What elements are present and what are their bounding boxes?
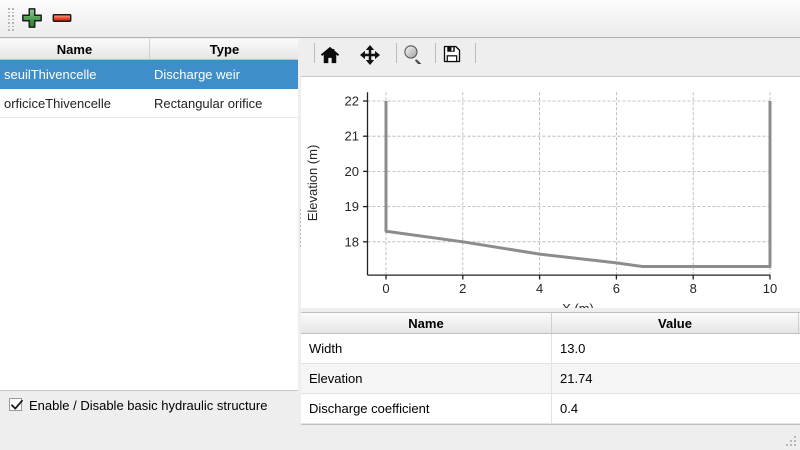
svg-text:Elevation (m): Elevation (m)	[305, 145, 320, 222]
svg-text:22: 22	[345, 94, 359, 109]
svg-text:0: 0	[382, 281, 389, 296]
svg-text:8: 8	[690, 281, 697, 296]
svg-text:21: 21	[345, 129, 359, 144]
svg-text:20: 20	[345, 164, 359, 179]
svg-text:X (m): X (m)	[562, 301, 594, 308]
svg-text:6: 6	[613, 281, 620, 296]
svg-text:19: 19	[345, 199, 359, 214]
svg-text:18: 18	[345, 234, 359, 249]
svg-text:4: 4	[536, 281, 543, 296]
svg-text:10: 10	[763, 281, 777, 296]
svg-text:2: 2	[459, 281, 466, 296]
